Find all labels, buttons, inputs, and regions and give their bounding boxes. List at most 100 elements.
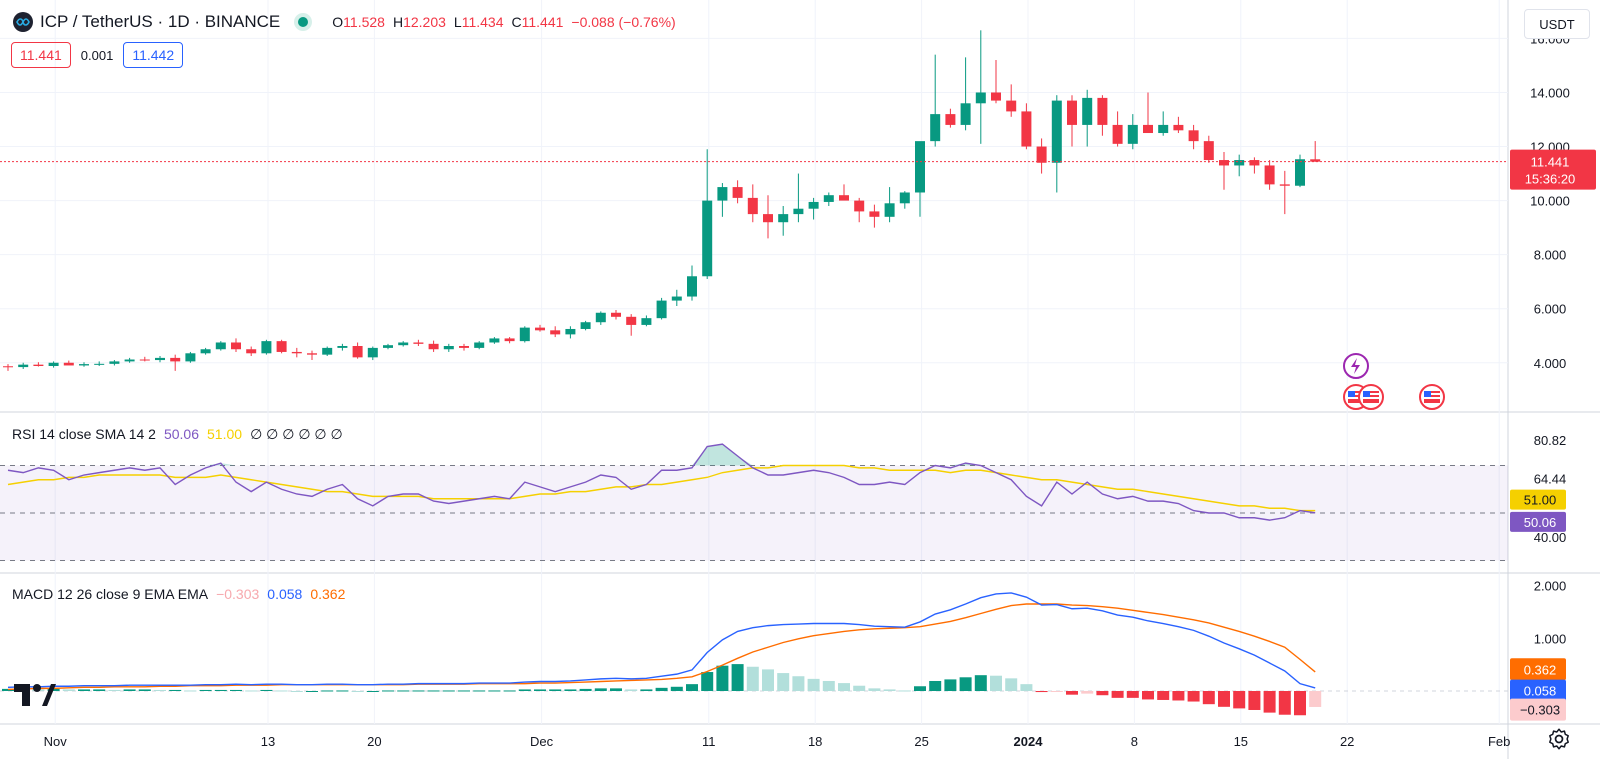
macd-histogram-bar [321,690,334,692]
rsi-legend-label: RSI 14 close SMA 14 2 [12,426,156,442]
candle-body [291,351,302,354]
macd-badge-label: 0.058 [1524,684,1557,699]
macd-histogram-bar [138,689,151,691]
candle-body [1188,130,1199,142]
candle-body [535,327,545,331]
macd-histogram-bar [853,685,866,691]
candle-body [656,300,667,319]
time-tick-label: Feb [1488,734,1510,749]
ohlc-item: C11.441 [511,14,563,30]
rsi-tick-label: 40.00 [1534,530,1567,545]
macd-histogram-bar [458,690,470,692]
macd-legend-value: 0.058 [267,586,303,602]
rsi-sma-badge-label: 51.00 [1524,493,1557,508]
lightning-event-icon[interactable] [1342,352,1370,380]
tradingview-logo-icon[interactable] [14,684,56,706]
macd-histogram-bar [701,672,714,691]
currency-button[interactable]: USDT [1524,9,1590,39]
candle-body [945,114,956,125]
ohlc-value: −0.088 (−0.76%) [571,14,676,30]
macd-histogram-bar [822,680,835,691]
macd-hist-badge [1510,698,1566,721]
sell-price[interactable]: 11.441 [11,42,71,68]
macd-histogram-bar [883,689,896,691]
macd-histogram-bar [1126,691,1139,698]
rsi-badge-label: 50.06 [1524,515,1557,530]
macd-legend[interactable]: MACD 12 26 close 9 EMA EMA −0.303 0.058 … [12,586,345,602]
rsi-sma-line [7,464,1316,512]
macd-histogram-bar [959,677,972,691]
candle-body [231,342,241,350]
macd-histogram-bar [1278,691,1291,715]
candle-body [307,353,317,355]
macd-histogram-bar [93,689,106,691]
time-tick-label: 25 [914,734,928,749]
signal-badge [1510,658,1566,681]
macd-histogram-bar [1035,691,1048,693]
macd-histogram-bar [792,676,805,691]
market-status-dot[interactable] [298,17,309,27]
symbol-title[interactable]: ICP / TetherUS · 1D · BINANCE [40,12,281,31]
macd-histogram-bar [199,689,212,691]
macd-histogram-bar [123,689,136,691]
rsi-legend[interactable]: RSI 14 close SMA 14 2 50.06 51.00 ∅ ∅ ∅ … [12,426,343,443]
us-flag-event-icon[interactable] [1357,383,1385,411]
macd-histogram-bar [974,675,987,691]
macd-histogram-bar [868,688,881,691]
candle-body [1143,124,1153,134]
candle-body [930,114,941,142]
candle-body [413,342,424,344]
macd-histogram-bar [1050,691,1063,692]
candle-body [63,362,74,366]
rsi-legend-extras: ∅ ∅ ∅ ∅ ∅ ∅ [250,426,343,442]
gear-icon[interactable] [1546,726,1572,752]
candle-body [246,349,257,354]
rsi-overbought-fill [8,444,1316,466]
macd-histogram-bar [670,686,683,691]
candle-body [884,203,895,217]
ohlc-key: H [392,14,404,30]
us-flag-event-icon[interactable] [1418,383,1446,411]
macd-histogram-bar [351,691,364,692]
macd-histogram-bar [473,690,486,692]
macd-histogram-bar [1294,691,1306,716]
macd-histogram-bar [944,679,957,691]
macd-histogram-bar [2,688,14,691]
candle-body [428,343,439,350]
macd-histogram-bar [1172,691,1185,701]
candle-body [443,346,454,350]
macd-histogram-bar [336,690,349,692]
countdown-label: 15:36:20 [1525,172,1576,187]
macd-histogram-bar [625,689,638,691]
candle-body [94,363,105,365]
candle-body [1310,159,1321,162]
signal-line [7,603,1316,691]
candle-body [854,200,865,212]
buy-price[interactable]: 11.442 [123,42,184,68]
candle-body [33,364,44,366]
candle-body [747,197,758,215]
macd-histogram-bar [397,690,410,692]
macd-histogram-bar [290,691,303,692]
candle-body [899,192,910,204]
ohlc-item: L11.434 [454,14,504,30]
rsi-tick-label: 64.44 [1534,472,1567,487]
candle-body [641,318,652,325]
ohlc-item: −0.088 (−0.76%) [571,14,675,30]
price-tick-label: 4.000 [1534,356,1567,371]
candle-body [1097,97,1108,125]
macd-histogram-bar [1157,691,1170,700]
macd-histogram-bar [549,689,562,691]
macd-histogram-bar [442,690,455,692]
macd-histogram-bar [47,688,60,691]
last-price-label: 11.441 [1531,155,1570,170]
macd-histogram-bar [245,690,258,692]
candle-body [215,342,226,350]
candle-body [778,214,789,223]
candle-body [717,187,728,201]
candle-body [702,200,713,277]
candle-body [139,359,150,361]
rsi-line [7,443,1316,521]
candle-body [915,141,925,193]
